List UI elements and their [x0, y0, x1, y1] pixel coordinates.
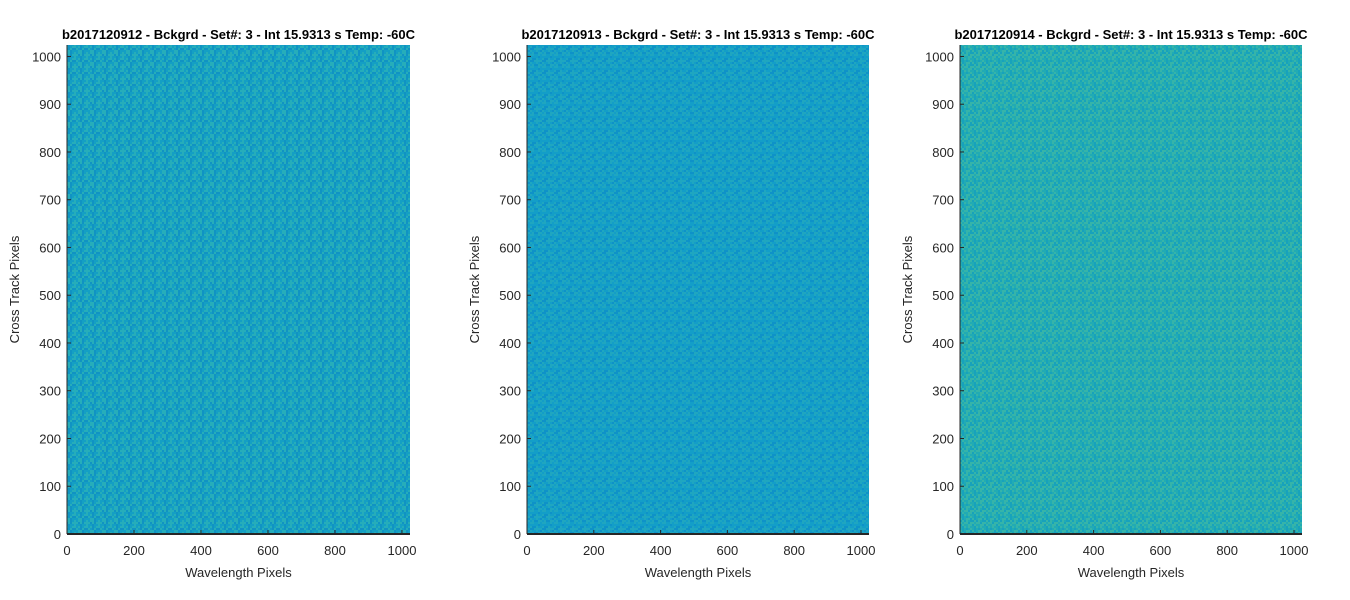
- heatmap-image: [527, 45, 869, 534]
- x-tick-label: 600: [257, 543, 279, 558]
- y-axis-label: Cross Track Pixels: [467, 235, 482, 343]
- chart-panel-3: 0 200 400 600 800 1000 0 100 200 300 400 500 600 700 8…: [900, 27, 1308, 580]
- x-tick-label: 800: [783, 543, 805, 558]
- y-tick-label: 100: [932, 479, 954, 494]
- y-tick-label: 600: [932, 240, 954, 255]
- y-tick-label: 700: [39, 193, 61, 208]
- x-axis-label: Wavelength Pixels: [645, 565, 752, 580]
- x-tick-label: 400: [1083, 543, 1105, 558]
- y-tick-label: 500: [932, 288, 954, 303]
- chart-title: b2017120912 - Bckgrd - Set#: 3 - Int 15.…: [62, 27, 416, 42]
- y-tick-label: 300: [499, 384, 521, 399]
- x-tick-label: 0: [63, 543, 70, 558]
- x-tick-label: 400: [190, 543, 212, 558]
- x-tick-label: 0: [523, 543, 530, 558]
- y-tick-label: 1000: [925, 49, 954, 64]
- y-tick-label: 100: [499, 479, 521, 494]
- y-axis-label: Cross Track Pixels: [900, 235, 915, 343]
- x-tick-label: 200: [123, 543, 145, 558]
- y-tick-label: 900: [932, 97, 954, 112]
- y-tick-label: 700: [932, 193, 954, 208]
- y-tick-label: 200: [932, 431, 954, 446]
- y-tick-label: 0: [514, 527, 521, 542]
- y-tick-label: 700: [499, 193, 521, 208]
- y-tick-label: 300: [932, 384, 954, 399]
- y-axis-label: Cross Track Pixels: [7, 235, 22, 343]
- chart-panel-2: 0 200 400 600 800 1000 0 100 200 300 400 500 600 700 8…: [467, 27, 875, 580]
- x-axis-label: Wavelength Pixels: [1078, 565, 1185, 580]
- y-tick-label: 800: [499, 145, 521, 160]
- y-tick-label: 500: [499, 288, 521, 303]
- y-tick-label: 100: [39, 479, 61, 494]
- x-tick-label: 200: [583, 543, 605, 558]
- x-tick-label: 1000: [388, 543, 417, 558]
- y-tick-label: 900: [499, 97, 521, 112]
- chart-panel-1: 0 200 400 600 800 1000 0 100 200 300 400 500 600 700 8…: [7, 27, 416, 580]
- chart-title: b2017120914 - Bckgrd - Set#: 3 - Int 15.…: [954, 27, 1308, 42]
- y-tick-label: 400: [499, 336, 521, 351]
- x-axis-label: Wavelength Pixels: [185, 565, 292, 580]
- x-tick-label: 800: [1216, 543, 1238, 558]
- y-tick-label: 400: [39, 336, 61, 351]
- x-tick-label: 200: [1016, 543, 1038, 558]
- y-tick-label: 900: [39, 97, 61, 112]
- y-tick-label: 500: [39, 288, 61, 303]
- y-tick-label: 800: [39, 145, 61, 160]
- y-tick-label: 1000: [492, 49, 521, 64]
- x-tick-label: 1000: [847, 543, 876, 558]
- y-tick-label: 600: [499, 240, 521, 255]
- y-tick-label: 0: [54, 527, 61, 542]
- y-tick-label: 1000: [32, 49, 61, 64]
- heatmap-image: [960, 45, 1302, 534]
- x-tick-label: 1000: [1280, 543, 1309, 558]
- x-tick-label: 0: [956, 543, 963, 558]
- x-tick-label: 600: [717, 543, 739, 558]
- y-tick-label: 200: [499, 431, 521, 446]
- y-tick-label: 200: [39, 431, 61, 446]
- y-tick-label: 0: [947, 527, 954, 542]
- x-tick-label: 600: [1150, 543, 1172, 558]
- x-tick-label: 400: [650, 543, 672, 558]
- heatmap-image: [67, 45, 410, 534]
- chart-title: b2017120913 - Bckgrd - Set#: 3 - Int 15.…: [521, 27, 875, 42]
- y-tick-label: 800: [932, 145, 954, 160]
- y-tick-label: 400: [932, 336, 954, 351]
- y-tick-label: 600: [39, 240, 61, 255]
- x-tick-label: 800: [324, 543, 346, 558]
- y-tick-label: 300: [39, 384, 61, 399]
